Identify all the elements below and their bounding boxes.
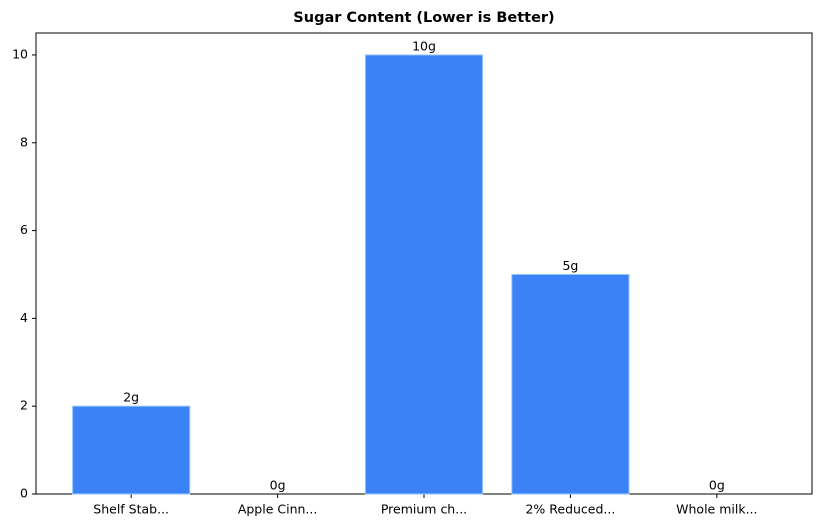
y-tick-label: 6 [20,222,28,237]
chart-title: Sugar Content (Lower is Better) [293,10,554,26]
y-tick-label: 10 [12,46,28,61]
value-label: 0g [270,478,286,493]
value-label: 5g [562,258,578,273]
x-tick-label: 2% Reduced... [525,502,615,517]
y-tick-label: 8 [20,134,28,149]
x-tick-label: Whole milk... [676,502,757,517]
value-label: 10g [412,38,436,53]
value-label: 0g [709,478,725,493]
x-tick-label: Premium ch... [381,502,467,517]
y-tick-label: 2 [20,398,28,413]
bar [72,405,191,495]
x-tick-label: Shelf Stab... [93,502,169,517]
y-tick-label: 0 [20,486,28,501]
bar [364,54,484,495]
bar [511,273,630,495]
x-tick-label: Apple Cinn... [238,502,318,517]
value-label: 2g [123,390,139,405]
y-tick-label: 4 [20,310,28,325]
